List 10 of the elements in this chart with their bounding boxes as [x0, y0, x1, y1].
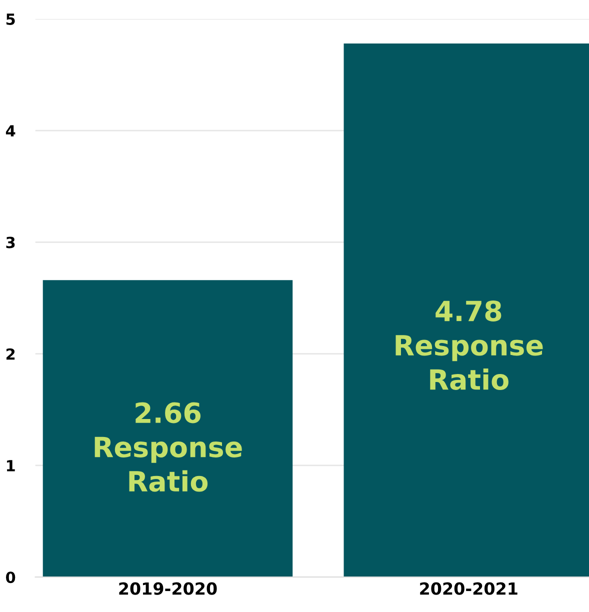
y-tick-label: 2 — [6, 348, 15, 360]
y-tick-label: 1 — [6, 460, 15, 472]
y-tick-label: 4 — [6, 125, 16, 136]
data-label: 4.78 Response Ratio — [396, 300, 543, 390]
data-label: 2.66 Response Ratio — [94, 402, 242, 492]
x-tick-label: 2019-2020 — [119, 582, 217, 595]
x-tick-label: 2020-2021 — [420, 582, 518, 595]
y-tick-label: 3 — [6, 236, 15, 248]
y-tick-label: 5 — [6, 14, 15, 25]
y-tick-label: 0 — [6, 572, 16, 584]
